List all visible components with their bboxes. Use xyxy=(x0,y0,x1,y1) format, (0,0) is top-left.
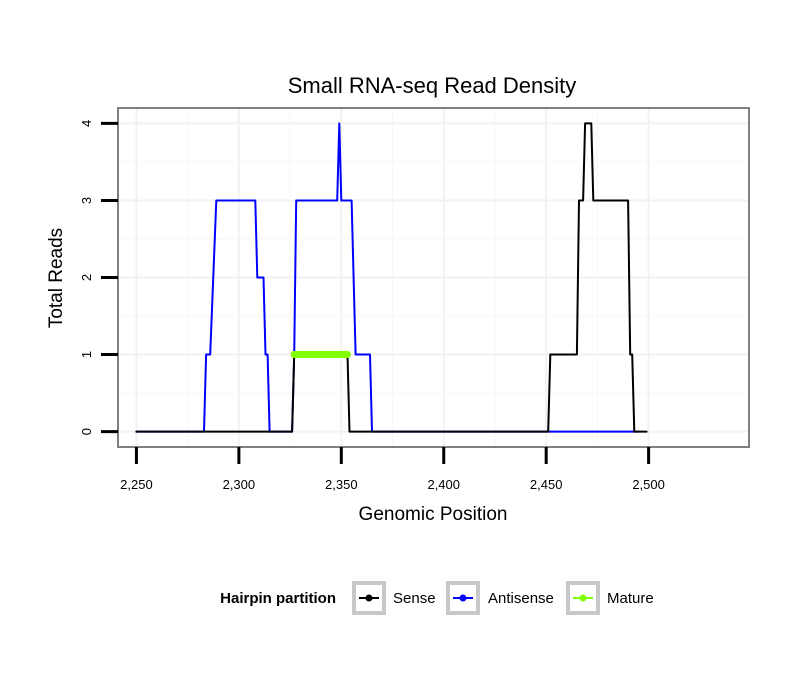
legend-item-sense: Sense xyxy=(352,581,436,615)
x-tick-label: 2,500 xyxy=(632,477,665,492)
chart-title: Small RNA-seq Read Density xyxy=(288,73,577,98)
legend-title: Hairpin partition xyxy=(220,590,336,607)
legend: Hairpin partition Sense Antisense Mature xyxy=(220,581,654,615)
y-tick-label: 2 xyxy=(79,274,94,281)
y-tick-label: 0 xyxy=(79,428,94,435)
legend-label: Sense xyxy=(393,590,436,607)
grid-lines xyxy=(118,108,749,447)
y-tick-label: 3 xyxy=(79,197,94,204)
x-tick-label: 2,250 xyxy=(120,477,153,492)
series-lines xyxy=(135,122,648,433)
x-tick-label: 2,350 xyxy=(325,477,358,492)
y-axis-title: Total Reads xyxy=(46,228,67,328)
x-tick-label: 2,450 xyxy=(530,477,563,492)
y-tick-label: 1 xyxy=(79,351,94,358)
x-tick-label: 2,300 xyxy=(223,477,256,492)
legend-key-point xyxy=(459,594,467,602)
x-axis-title: Genomic Position xyxy=(359,504,508,525)
x-tick-label: 2,400 xyxy=(427,477,460,492)
legend-item-antisense: Antisense xyxy=(446,581,554,615)
legend-item-mature: Mature xyxy=(566,581,654,615)
legend-key-point xyxy=(579,594,587,602)
legend-label: Mature xyxy=(607,590,654,607)
legend-label: Antisense xyxy=(488,590,554,607)
y-axis: 0 1 2 3 4 xyxy=(79,120,118,435)
x-axis: 2,250 2,300 2,350 2,400 2,450 2,500 xyxy=(120,447,665,492)
legend-key-point xyxy=(365,594,373,602)
y-tick-label: 4 xyxy=(79,120,94,127)
antisense-series-line xyxy=(135,122,640,433)
